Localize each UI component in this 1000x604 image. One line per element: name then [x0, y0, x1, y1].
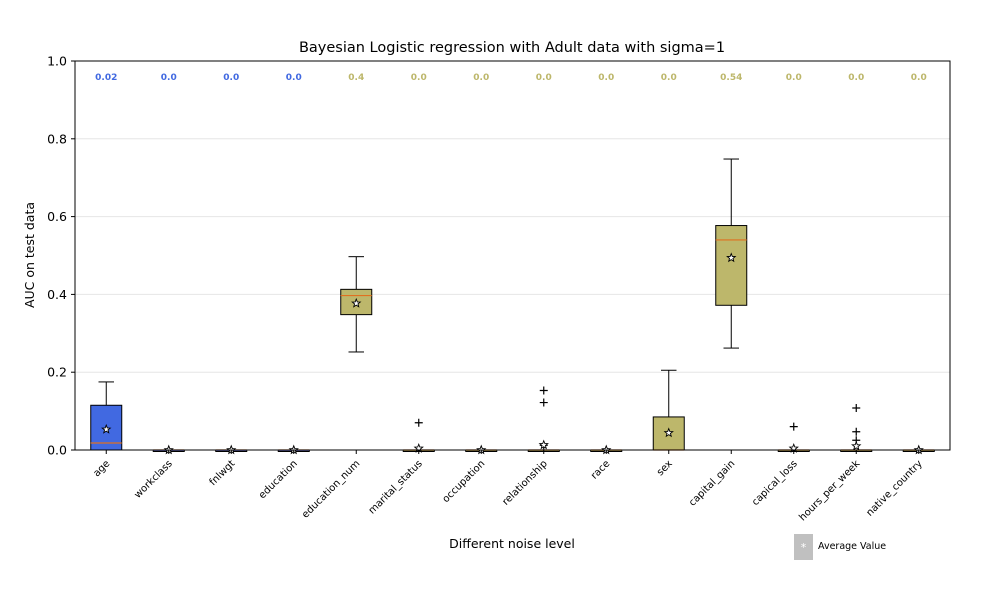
y-axis-label: AUC on test data — [22, 202, 37, 308]
outlier-marker — [414, 418, 423, 427]
mean-star-marker — [851, 440, 862, 451]
top-value-label: 0.0 — [598, 73, 614, 83]
x-tick-label: capical_loss — [750, 458, 800, 508]
outlier-marker — [852, 427, 861, 436]
x-tick-label: education — [257, 458, 300, 501]
top-value-label: 0.0 — [786, 73, 802, 83]
box-plot-education_num — [340, 256, 373, 353]
x-tick-label: age — [91, 458, 112, 479]
top-value-label: 0.0 — [286, 73, 302, 83]
top-value-label: 0.0 — [848, 73, 864, 83]
x-tick-label: workclass — [132, 458, 174, 500]
x-tick-label: race — [589, 458, 612, 481]
top-value-label: 0.4 — [348, 73, 364, 83]
x-axis-ticks: age workclass fnlwgt education education_num… — [91, 450, 925, 523]
mean-star-marker — [663, 427, 674, 438]
y-tick-label: 0.8 — [47, 131, 67, 146]
x-tick-label: occupation — [441, 458, 488, 505]
box-plot-capical_loss — [777, 422, 810, 453]
y-axis-ticks: 0.0 0.2 0.4 0.6 0.8 1.0 — [47, 54, 75, 458]
grid-lines — [75, 138, 950, 373]
y-tick-label: 0.0 — [47, 443, 67, 458]
top-value-label: 0.0 — [411, 73, 427, 83]
x-tick-label: hours_per_week — [797, 458, 862, 523]
chart-title: Bayesian Logistic regression with Adult … — [299, 40, 725, 56]
top-value-label: 0.0 — [473, 73, 489, 83]
box-plot-hours_per_week — [840, 403, 873, 452]
x-tick-label: capital_gain — [687, 458, 737, 508]
top-value-label: 0.0 — [223, 73, 239, 83]
outlier-marker — [539, 398, 548, 407]
legend-patch — [794, 534, 813, 560]
top-value-labels: 0.02 0.0 0.0 0.0 0.4 0.0 0.0 0.0 0.0 0.0 0.54 0.0 0.… — [95, 73, 927, 83]
box-iqr — [715, 225, 748, 306]
x-tick-label: native_country — [864, 458, 924, 518]
outlier-marker — [852, 403, 861, 412]
box-plot-age — [90, 381, 123, 451]
box-plot-capital_gain — [715, 158, 748, 349]
top-value-label: 0.0 — [536, 73, 552, 83]
legend-label: Average Value — [818, 541, 886, 552]
mean-star-marker — [538, 439, 549, 450]
mean-star-marker — [351, 297, 362, 308]
top-value-label: 0.54 — [720, 73, 742, 83]
top-value-label: 0.0 — [661, 73, 677, 83]
x-tick-label: sex — [655, 458, 675, 478]
outlier-marker — [539, 386, 548, 395]
mean-star-marker — [726, 252, 737, 263]
y-tick-label: 1.0 — [47, 54, 67, 69]
x-axis-label: Different noise level — [449, 536, 575, 551]
box-series — [90, 158, 935, 455]
outlier-marker — [789, 422, 798, 431]
top-value-label: 0.0 — [911, 73, 927, 83]
box-plot-marital_status — [402, 418, 435, 453]
mean-star-marker — [101, 423, 112, 434]
x-tick-label: fnlwgt — [208, 458, 238, 488]
y-tick-label: 0.6 — [47, 209, 67, 224]
box-plot-sex — [652, 369, 685, 451]
legend-marker-icon: * — [801, 541, 807, 554]
top-value-label: 0.0 — [161, 73, 177, 83]
y-tick-label: 0.2 — [47, 365, 67, 380]
y-tick-label: 0.4 — [47, 287, 67, 302]
legend: * Average Value — [794, 534, 886, 560]
x-tick-label: education_num — [300, 458, 362, 520]
x-tick-label: relationship — [501, 458, 550, 507]
x-tick-label: marital_status — [367, 458, 425, 516]
top-value-label: 0.02 — [95, 73, 117, 83]
box-plot-relationship — [527, 386, 560, 452]
plot-frame — [74, 60, 951, 451]
